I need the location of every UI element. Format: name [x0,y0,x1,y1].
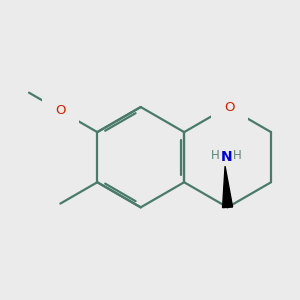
Text: H: H [233,149,242,162]
Text: H: H [211,149,220,162]
Polygon shape [223,166,232,208]
Text: O: O [55,104,66,117]
Text: O: O [224,100,234,113]
Text: N: N [221,150,232,164]
